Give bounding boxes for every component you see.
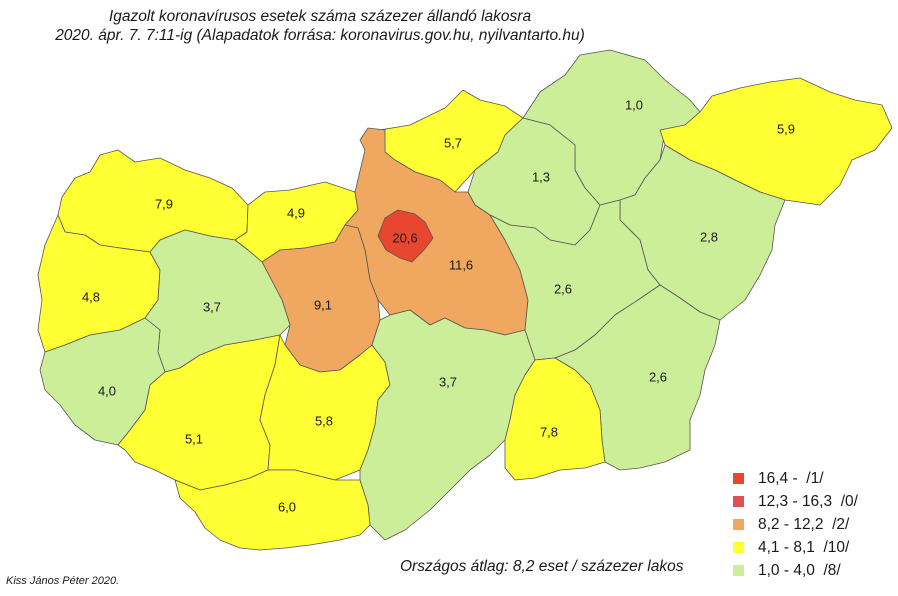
legend-swatch	[733, 496, 744, 507]
legend-count: /8/	[823, 561, 841, 579]
region-value: 7,8	[540, 424, 558, 439]
region-value: 6,0	[278, 499, 296, 514]
national-average: Országos átlag: 8,2 eset / százezer lako…	[400, 558, 684, 575]
map-subtitle: 2020. ápr. 7. 7:11-ig (Alapadatok forrás…	[55, 27, 585, 44]
legend-item: 8,2 - 12,2 /2/	[733, 513, 858, 536]
legend-item: 4,1 - 8,1 /10/	[733, 536, 858, 559]
region-value: 4,9	[287, 205, 305, 220]
author-credit: Kiss János Péter 2020.	[6, 575, 120, 587]
map-title: Igazolt koronavírusos esetek száma száze…	[108, 8, 532, 25]
legend-swatch	[733, 542, 744, 553]
region-value: 5,8	[315, 413, 333, 428]
legend-range: 16,4 -	[758, 469, 798, 487]
legend-item: 12,3 - 16,3 /0/	[733, 490, 858, 513]
region-shape	[377, 209, 434, 263]
region-value: 2,6	[554, 281, 572, 296]
region-value: 5,1	[185, 431, 203, 446]
legend-range: 1,0 - 4,0	[758, 561, 815, 579]
legend: 16,4 - /1/ 12,3 - 16,3 /0/ 8,2 - 12,2 /2…	[733, 467, 858, 582]
region-value: 2,8	[700, 229, 718, 244]
region-shape	[504, 357, 606, 481]
legend-count: /0/	[840, 492, 858, 510]
region-value: 3,7	[439, 374, 457, 389]
legend-count: /2/	[832, 515, 850, 533]
legend-item: 16,4 - /1/	[733, 467, 858, 490]
region-value: 7,9	[155, 196, 173, 211]
region-value: 20,6	[392, 230, 417, 245]
region-value: 2,6	[649, 369, 667, 384]
region-value: 5,9	[777, 121, 795, 136]
region-value: 1,3	[532, 169, 550, 184]
legend-swatch	[733, 473, 744, 484]
legend-range: 4,1 - 8,1	[758, 538, 815, 556]
region-shape	[174, 469, 371, 551]
region-shape	[359, 309, 536, 541]
region-value: 3,7	[203, 299, 221, 314]
legend-count: /10/	[823, 538, 850, 556]
legend-swatch	[733, 519, 744, 530]
region-value: 1,0	[625, 97, 643, 112]
region-value: 4,0	[98, 383, 116, 398]
legend-swatch	[733, 565, 744, 576]
region-value: 4,8	[82, 289, 100, 304]
legend-count: /1/	[806, 469, 824, 487]
region-value: 11,6	[449, 257, 473, 272]
legend-item: 1,0 - 4,0 /8/	[733, 559, 858, 582]
legend-range: 8,2 - 12,2	[758, 515, 824, 533]
region-value: 5,7	[444, 135, 462, 150]
legend-range: 12,3 - 16,3	[758, 492, 833, 510]
region-value: 9,1	[314, 297, 332, 312]
